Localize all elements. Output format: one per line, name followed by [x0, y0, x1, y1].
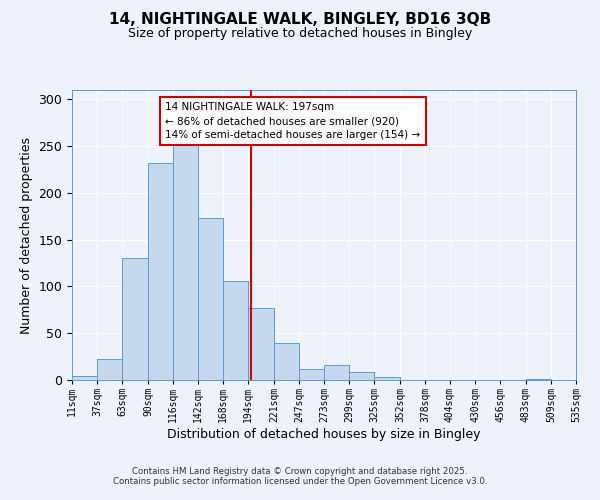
Bar	[148, 163, 173, 380]
Text: 14 NIGHTINGALE WALK: 197sqm
← 86% of detached houses are smaller (920)
14% of se: 14 NIGHTINGALE WALK: 197sqm ← 86% of det…	[165, 102, 421, 140]
Text: 14, NIGHTINGALE WALK, BINGLEY, BD16 3QB: 14, NIGHTINGALE WALK, BINGLEY, BD16 3QB	[109, 12, 491, 28]
Bar	[324, 365, 349, 380]
Bar	[349, 372, 374, 380]
Text: Size of property relative to detached houses in Bingley: Size of property relative to detached ho…	[128, 28, 472, 40]
X-axis label: Distribution of detached houses by size in Bingley: Distribution of detached houses by size …	[167, 428, 481, 441]
Text: Contains HM Land Registry data © Crown copyright and database right 2025.: Contains HM Land Registry data © Crown c…	[132, 467, 468, 476]
Bar	[122, 258, 148, 380]
Bar	[198, 218, 223, 380]
Bar	[72, 376, 97, 380]
Bar	[374, 377, 400, 380]
Bar	[526, 379, 551, 380]
Text: Contains public sector information licensed under the Open Government Licence v3: Contains public sector information licen…	[113, 477, 487, 486]
Bar	[274, 342, 299, 380]
Bar	[173, 145, 198, 380]
Bar	[299, 369, 324, 380]
Bar	[248, 308, 274, 380]
Bar	[223, 281, 248, 380]
Y-axis label: Number of detached properties: Number of detached properties	[20, 136, 33, 334]
Bar	[97, 360, 122, 380]
